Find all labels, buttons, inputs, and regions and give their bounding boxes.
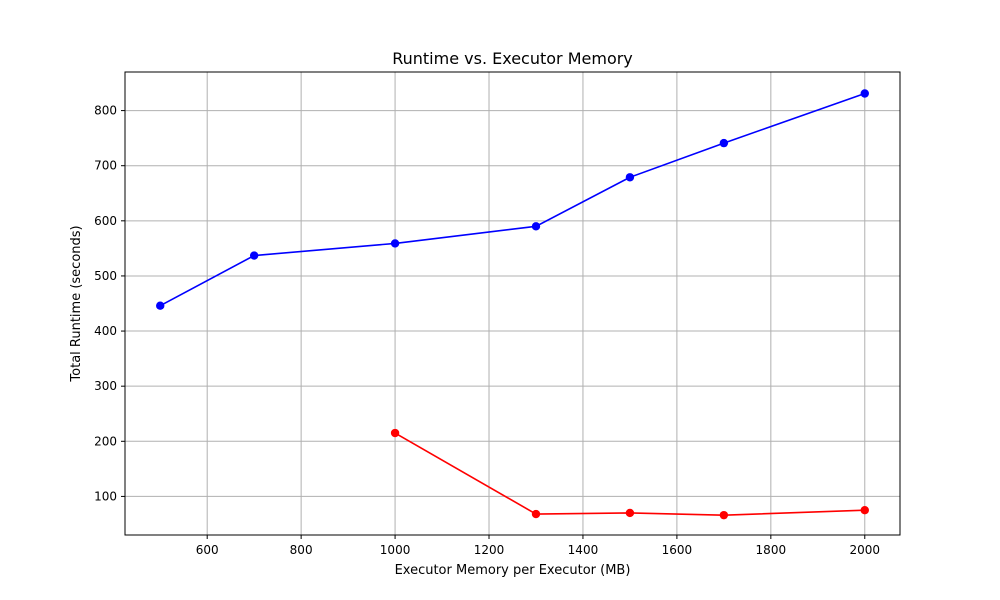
y-axis-ticks: 100 200 300 400 500 600 700 800 — [94, 104, 125, 503]
data-point — [860, 89, 869, 98]
series-line — [159, 92, 866, 307]
y-tick-label: 500 — [94, 269, 117, 283]
x-tick-label: 2000 — [849, 543, 880, 557]
plot-frame — [124, 71, 901, 536]
x-tick-label: 1000 — [380, 543, 411, 557]
series-layer — [156, 89, 869, 520]
data-point — [625, 508, 635, 518]
y-tick-label: 100 — [94, 489, 117, 503]
x-tick-label: 600 — [196, 543, 219, 557]
chart-title: Runtime vs. Executor Memory — [392, 49, 633, 68]
x-tick-label: 1400 — [568, 543, 599, 557]
y-tick-label: 800 — [94, 104, 117, 118]
series-line — [394, 432, 865, 516]
x-tick-label: 800 — [290, 543, 313, 557]
series-1 — [390, 428, 869, 520]
data-point — [860, 505, 869, 515]
y-axis-label: Total Runtime (seconds) — [69, 225, 84, 382]
y-tick-label: 300 — [94, 379, 117, 393]
data-point — [249, 251, 259, 260]
x-tick-label: 1800 — [756, 543, 787, 557]
y-tick-label: 600 — [94, 214, 117, 228]
data-point — [625, 173, 635, 182]
x-tick-label: 1200 — [474, 543, 505, 557]
data-point — [156, 301, 165, 310]
y-tick-label: 400 — [94, 324, 117, 338]
grid-lines — [125, 72, 900, 535]
data-point — [531, 509, 541, 519]
series-0 — [156, 89, 869, 310]
y-tick-label: 700 — [94, 159, 117, 173]
data-point — [719, 510, 729, 520]
x-axis-ticks: 600 800 1000 1200 1400 1600 1800 2000 — [196, 535, 880, 557]
data-point — [390, 428, 400, 438]
x-tick-label: 1600 — [662, 543, 693, 557]
x-axis-label: Executor Memory per Executor (MB) — [395, 563, 631, 578]
y-tick-label: 200 — [94, 434, 117, 448]
data-point — [719, 138, 729, 148]
data-point — [390, 239, 400, 248]
data-point — [531, 222, 541, 231]
